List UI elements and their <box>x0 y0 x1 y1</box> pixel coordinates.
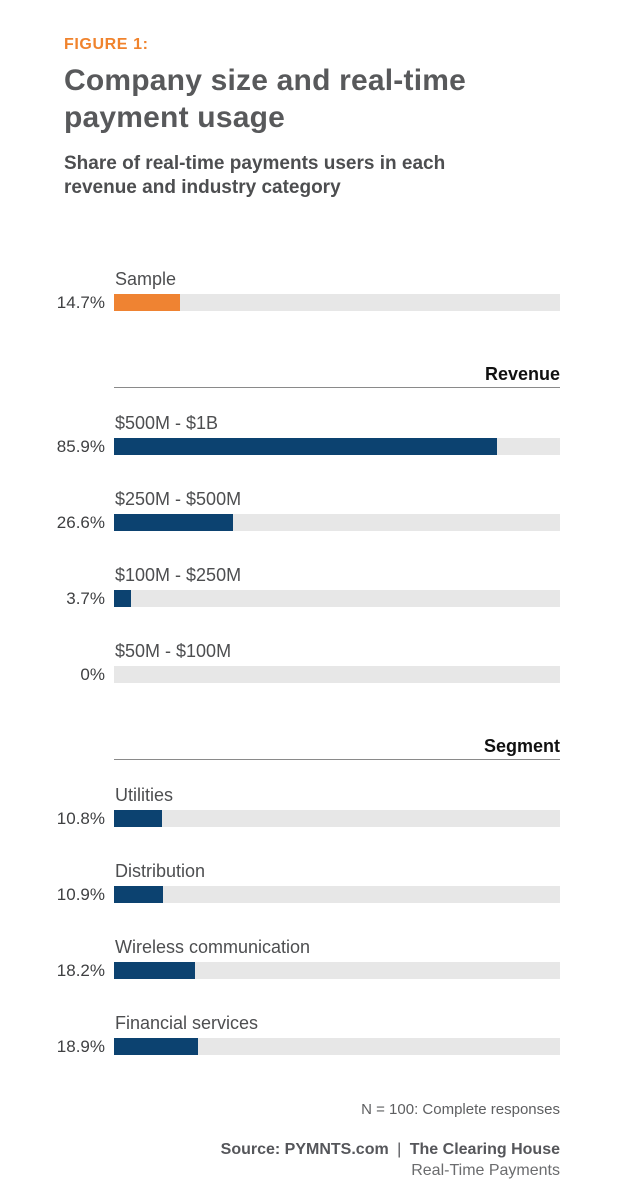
bar-label: $50M - $100M <box>115 641 232 661</box>
bar-track <box>114 590 560 607</box>
bar-value: 26.6% <box>56 512 105 532</box>
chart-groups: Sample 14.7% Revenue $500M - $1B 85.9% $… <box>0 268 619 1056</box>
group-heading: Segment <box>114 735 560 760</box>
bar-fill <box>114 294 180 311</box>
bar-fill <box>114 886 163 903</box>
bar-row: $250M - $500M 26.6% <box>0 488 619 532</box>
bar-label: $100M - $250M <box>115 565 242 585</box>
source-org: The Clearing House <box>409 1141 560 1158</box>
bar-value: 0% <box>80 664 105 684</box>
chart-group: Segment Utilities 10.8% Distribution 10.… <box>0 735 619 1056</box>
bar-track <box>114 886 560 903</box>
bar-label: Wireless communication <box>115 937 311 957</box>
bar-label: Utilities <box>115 785 174 805</box>
figure-header: FIGURE 1: Company size and real-time pay… <box>0 36 619 200</box>
bar-fill <box>114 590 131 607</box>
bar-value: 18.2% <box>56 960 105 980</box>
figure-footer: N = 100: Complete responses Source: PYMN… <box>0 1100 619 1181</box>
bar-value: 10.8% <box>56 808 105 828</box>
bar-fill <box>114 810 163 827</box>
bar-value: 14.7% <box>56 292 105 312</box>
group-heading: Revenue <box>114 363 560 388</box>
bar-row: $500M - $1B 85.9% <box>0 412 619 456</box>
bar-row: Financial services 18.9% <box>0 1012 619 1056</box>
bar-row: Distribution 10.9% <box>0 860 619 904</box>
bar-track <box>114 294 560 311</box>
bar-value: 3.7% <box>66 588 105 608</box>
bar-track <box>114 962 560 979</box>
bar-row: Wireless communication 18.2% <box>0 936 619 980</box>
bar-fill <box>114 962 196 979</box>
bar-row: $100M - $250M 3.7% <box>0 564 619 608</box>
source-line: Source: PYMNTS.com | The Clearing House <box>0 1139 560 1160</box>
bar-track <box>114 1038 560 1055</box>
figure-subtitle: Share of real-time payments users in eac… <box>64 153 446 198</box>
bar-row: $50M - $100M 0% <box>0 640 619 684</box>
chart-group: Revenue $500M - $1B 85.9% $250M - $500M … <box>0 363 619 684</box>
sample-size-note: N = 100: Complete responses <box>361 1101 560 1118</box>
bar-fill <box>114 514 233 531</box>
bar-row: Sample 14.7% <box>0 268 619 312</box>
figure-number-label: FIGURE 1: <box>64 36 149 53</box>
bar-row: Utilities 10.8% <box>0 784 619 828</box>
bar-track <box>114 438 560 455</box>
bar-track <box>114 514 560 531</box>
bar-track <box>114 666 560 683</box>
bar-label: Distribution <box>115 861 206 881</box>
chart-group: Sample 14.7% <box>0 268 619 312</box>
bar-label: $250M - $500M <box>115 489 242 509</box>
bar-label: Financial services <box>115 1013 259 1033</box>
bar-chart: Sample 14.7% Revenue $500M - $1B 85.9% $… <box>0 268 619 1056</box>
bar-label: Sample <box>115 269 177 289</box>
bar-label: $500M - $1B <box>115 413 219 433</box>
bar-value: 18.9% <box>56 1036 105 1056</box>
bar-fill <box>114 1038 199 1055</box>
bar-value: 85.9% <box>56 436 105 456</box>
source-prefix: Source: PYMNTS.com <box>220 1141 389 1158</box>
figure-title: Company size and real-time payment usage <box>64 64 466 134</box>
bar-fill <box>114 438 498 455</box>
bar-value: 10.9% <box>56 884 105 904</box>
source-subline: Real-Time Payments <box>411 1162 560 1179</box>
bar-track <box>114 810 560 827</box>
source-divider: | <box>397 1141 402 1158</box>
